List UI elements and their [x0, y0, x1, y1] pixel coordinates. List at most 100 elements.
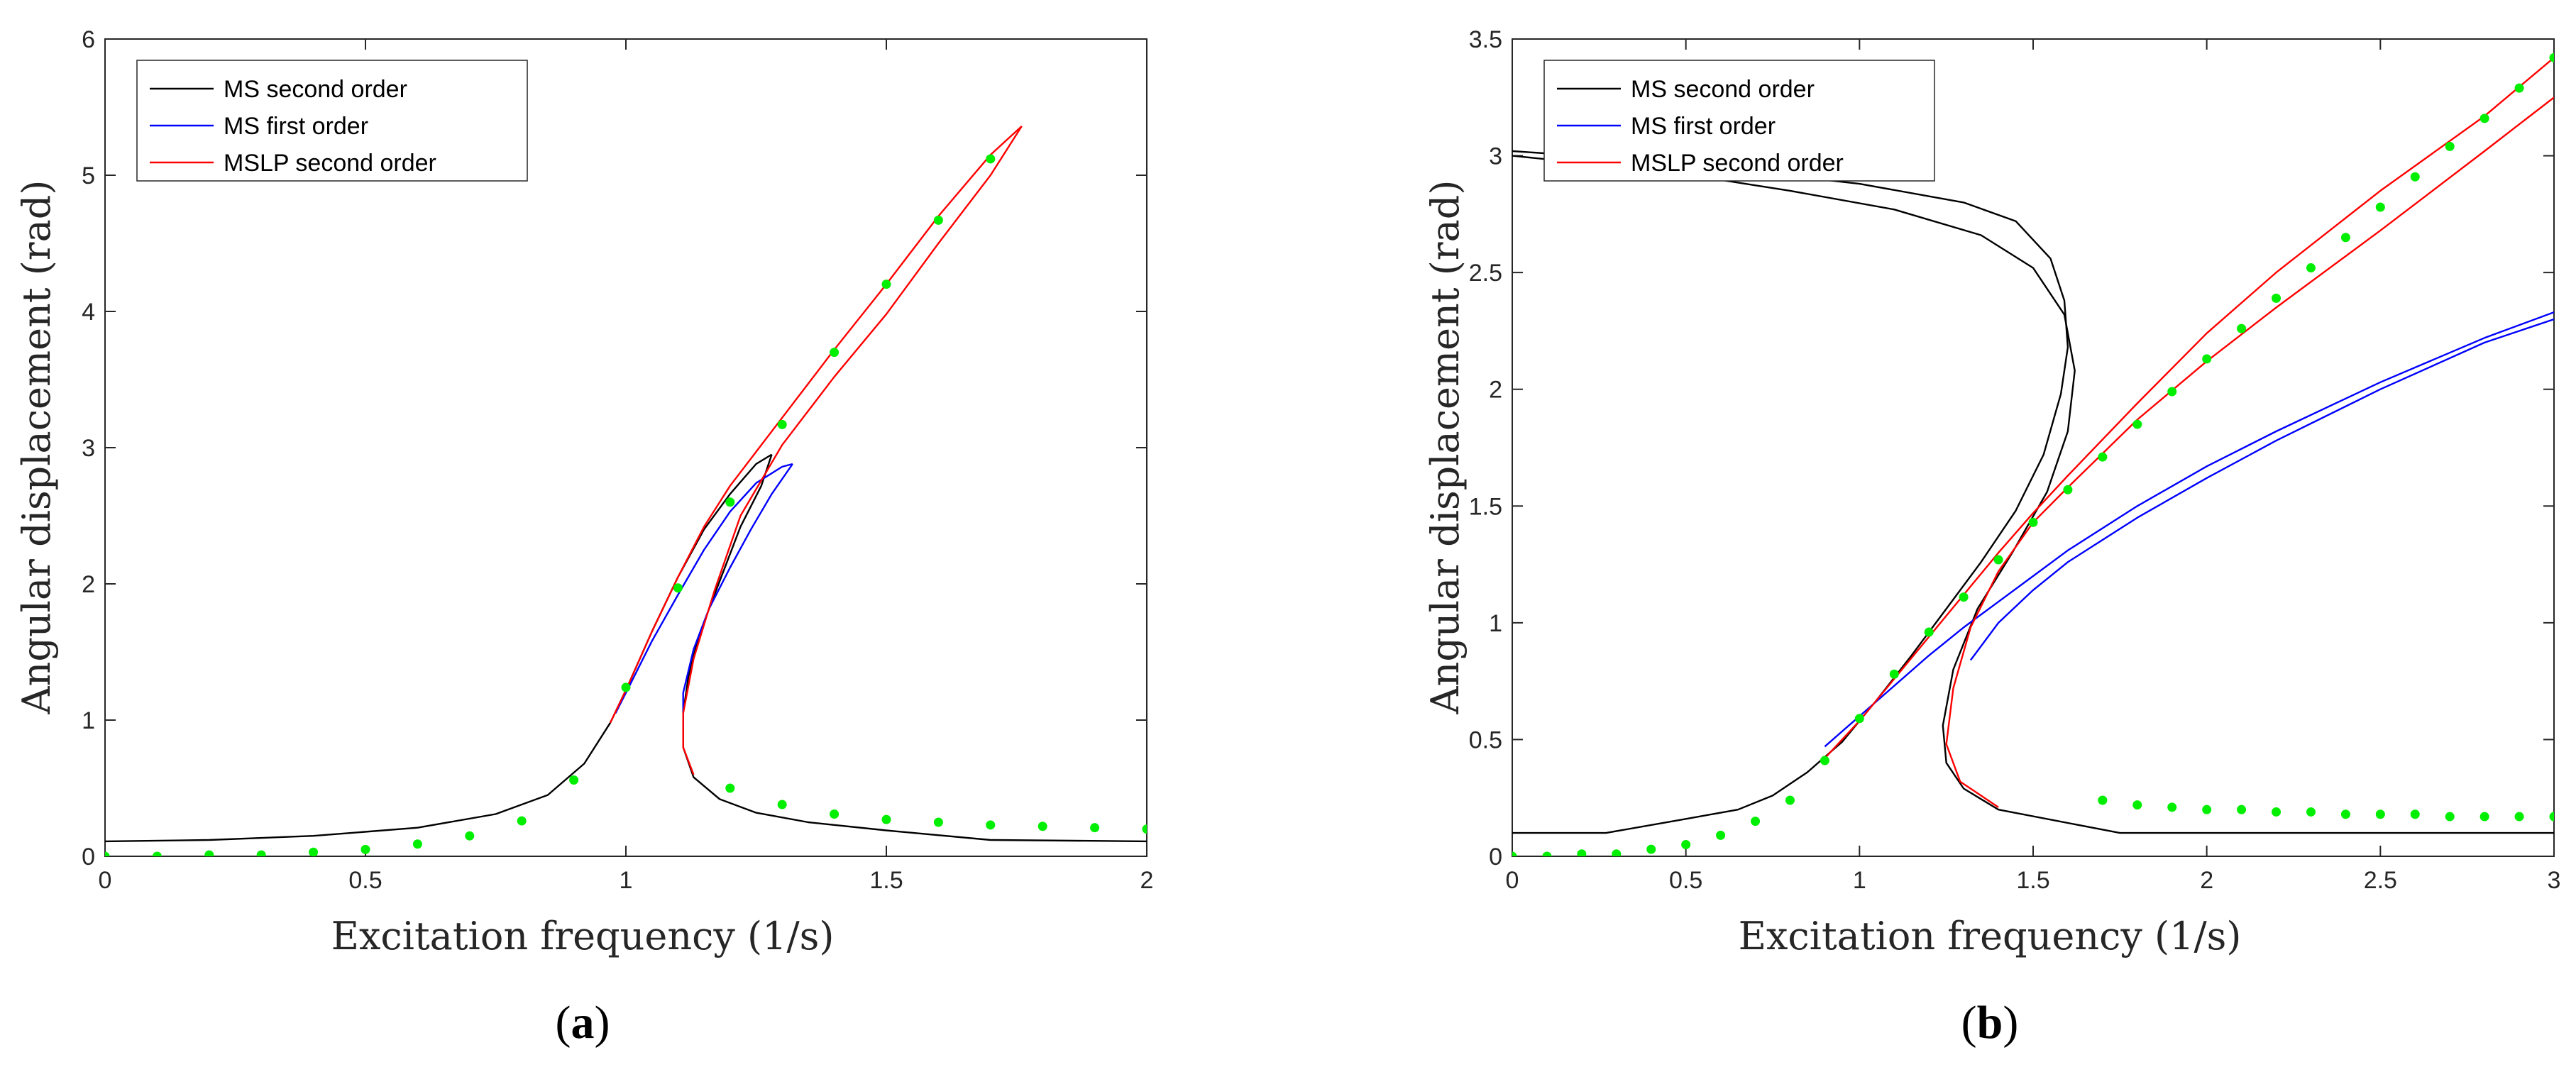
data-point-reference — [725, 497, 735, 507]
plot-area — [1512, 52, 2554, 856]
panel-label-b: (b) — [1961, 997, 2019, 1049]
data-point-reference — [1512, 851, 1517, 856]
panel-label-a-letter: a — [571, 997, 595, 1049]
data-point-reference — [1959, 592, 1969, 602]
series-line-ms-first-order — [1969, 318, 2554, 661]
data-point-reference — [569, 775, 579, 785]
data-point-reference — [2479, 812, 2489, 822]
legend-label: MS second order — [224, 76, 407, 103]
data-point-reference — [2445, 812, 2455, 822]
data-point-reference — [2132, 419, 2142, 429]
data-point-reference — [777, 800, 787, 809]
legend-box — [136, 60, 528, 182]
x-tick-label: 2.5 — [2364, 867, 2397, 894]
y-tick-label: 1.5 — [1469, 493, 1502, 520]
legend-box — [1543, 60, 1935, 182]
data-point-reference — [621, 682, 631, 692]
x-axis-label: Excitation frequency (1/s) — [1739, 914, 2242, 958]
data-point-reference — [2098, 452, 2108, 462]
legend-label: MS second order — [1631, 76, 1815, 103]
panel-label-a: (a) — [556, 997, 610, 1049]
data-point-reference — [2410, 172, 2420, 182]
data-point-reference — [2306, 263, 2316, 273]
y-tick-label: 2 — [82, 571, 95, 598]
chart-panel-b: Excitation frequency (1/s) Angular displ… — [1423, 26, 2560, 1049]
data-point-reference — [360, 844, 370, 854]
data-point-reference — [1681, 840, 1691, 850]
y-axis-label: Angular displacement (rad) — [14, 180, 59, 715]
data-point-reference — [777, 419, 787, 429]
data-point-reference — [152, 851, 162, 856]
data-point-reference — [673, 583, 683, 593]
data-point-reference — [830, 809, 840, 819]
x-tick-label: 1.5 — [2016, 867, 2049, 894]
data-point-reference — [986, 820, 996, 830]
legend-label: MSLP second order — [224, 150, 436, 177]
legend-label: MSLP second order — [1631, 150, 1844, 177]
series-line-ms-second-order — [682, 454, 1147, 843]
data-point-reference — [2514, 812, 2524, 822]
data-point-reference — [2340, 233, 2350, 243]
series-line-ms-second-order — [1512, 150, 2069, 834]
y-tick-label: 1 — [1489, 610, 1502, 637]
data-point-reference — [830, 348, 840, 358]
x-tick-label: 1 — [620, 867, 633, 894]
data-point-reference — [2549, 52, 2554, 62]
data-point-reference — [309, 847, 319, 856]
y-tick-label: 4 — [82, 299, 95, 326]
data-point-reference — [1090, 823, 1100, 833]
y-tick-label: 0.5 — [1469, 726, 1502, 753]
y-tick-label: 3 — [1489, 143, 1502, 170]
y-tick-label: 3.5 — [1469, 26, 1502, 53]
y-tick-label: 1 — [82, 707, 95, 734]
data-point-reference — [2167, 802, 2177, 812]
data-point-reference — [2549, 812, 2554, 822]
data-point-reference — [2272, 807, 2281, 817]
data-point-reference — [2479, 114, 2489, 123]
data-point-reference — [1889, 669, 1899, 679]
data-point-reference — [725, 783, 735, 793]
y-tick-label: 0 — [82, 844, 95, 870]
x-tick-label: 1.5 — [869, 867, 903, 894]
data-point-reference — [1993, 555, 2003, 565]
x-tick-label: 0.5 — [348, 867, 382, 894]
data-point-reference — [2167, 387, 2177, 397]
data-point-reference — [465, 831, 475, 841]
data-point-reference — [933, 215, 943, 225]
data-point-reference — [2237, 805, 2247, 814]
y-axis-label: Angular displacement (rad) — [1423, 180, 1468, 715]
data-point-reference — [2098, 795, 2108, 805]
y-tick-label: 0 — [1489, 844, 1502, 870]
data-point-reference — [2132, 800, 2142, 810]
data-point-reference — [2375, 809, 2385, 819]
x-tick-label: 3 — [2548, 867, 2561, 894]
data-point-reference — [2202, 354, 2212, 364]
y-tick-label: 6 — [82, 26, 95, 53]
x-tick-label: 2 — [2200, 867, 2213, 894]
data-point-reference — [1716, 830, 1726, 840]
data-point-reference — [1751, 817, 1761, 826]
series-line-ms-first-order — [682, 463, 793, 727]
panel-label-b-letter: b — [1977, 997, 2003, 1049]
series-line-mslp-second-order — [1945, 96, 2554, 808]
y-tick-label: 3 — [82, 435, 95, 462]
data-point-reference — [1612, 849, 1622, 856]
data-point-reference — [2272, 293, 2281, 303]
x-tick-label: 0 — [99, 867, 112, 894]
data-point-reference — [2028, 517, 2038, 527]
x-axis-label: Excitation frequency (1/s) — [331, 914, 835, 958]
data-point-reference — [1037, 822, 1047, 831]
data-point-reference — [204, 850, 214, 856]
data-point-reference — [2514, 83, 2524, 93]
data-point-reference — [256, 850, 266, 856]
data-point-reference — [2410, 809, 2420, 819]
data-point-reference — [2063, 485, 2073, 494]
data-point-reference — [2445, 141, 2455, 151]
x-tick-label: 1 — [1853, 867, 1866, 894]
x-tick-label: 0.5 — [1669, 867, 1702, 894]
data-point-reference — [1854, 714, 1864, 724]
data-point-reference — [412, 839, 422, 849]
data-point-reference — [1785, 795, 1795, 805]
series-line-ms-second-order — [1512, 155, 2554, 834]
